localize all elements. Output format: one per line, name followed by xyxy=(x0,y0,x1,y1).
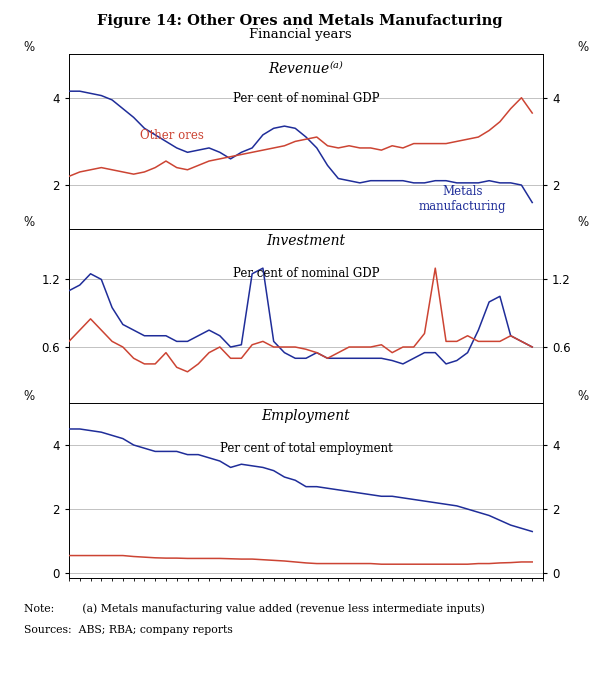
Text: %: % xyxy=(578,390,589,404)
Text: Other ores: Other ores xyxy=(140,129,204,142)
Text: Note:        (a) Metals manufacturing value added (revenue less intermediate inp: Note: (a) Metals manufacturing value add… xyxy=(24,604,485,614)
Text: Financial years: Financial years xyxy=(248,28,352,41)
Text: Figure 14: Other Ores and Metals Manufacturing: Figure 14: Other Ores and Metals Manufac… xyxy=(97,14,503,28)
Text: Metals
manufacturing: Metals manufacturing xyxy=(419,185,506,213)
Text: Revenue$^{\mathregular{(a)}}$: Revenue$^{\mathregular{(a)}}$ xyxy=(268,59,344,77)
Text: Per cent of total employment: Per cent of total employment xyxy=(220,442,392,455)
Text: %: % xyxy=(23,216,34,228)
Text: Per cent of nominal GDP: Per cent of nominal GDP xyxy=(233,93,379,105)
Text: %: % xyxy=(578,41,589,54)
Text: Investment: Investment xyxy=(266,234,346,248)
Text: %: % xyxy=(578,216,589,228)
Text: Per cent of nominal GDP: Per cent of nominal GDP xyxy=(233,267,379,280)
Text: Employment: Employment xyxy=(262,408,350,422)
Text: %: % xyxy=(23,41,34,54)
Text: Sources:  ABS; RBA; company reports: Sources: ABS; RBA; company reports xyxy=(24,625,233,635)
Text: %: % xyxy=(23,390,34,404)
